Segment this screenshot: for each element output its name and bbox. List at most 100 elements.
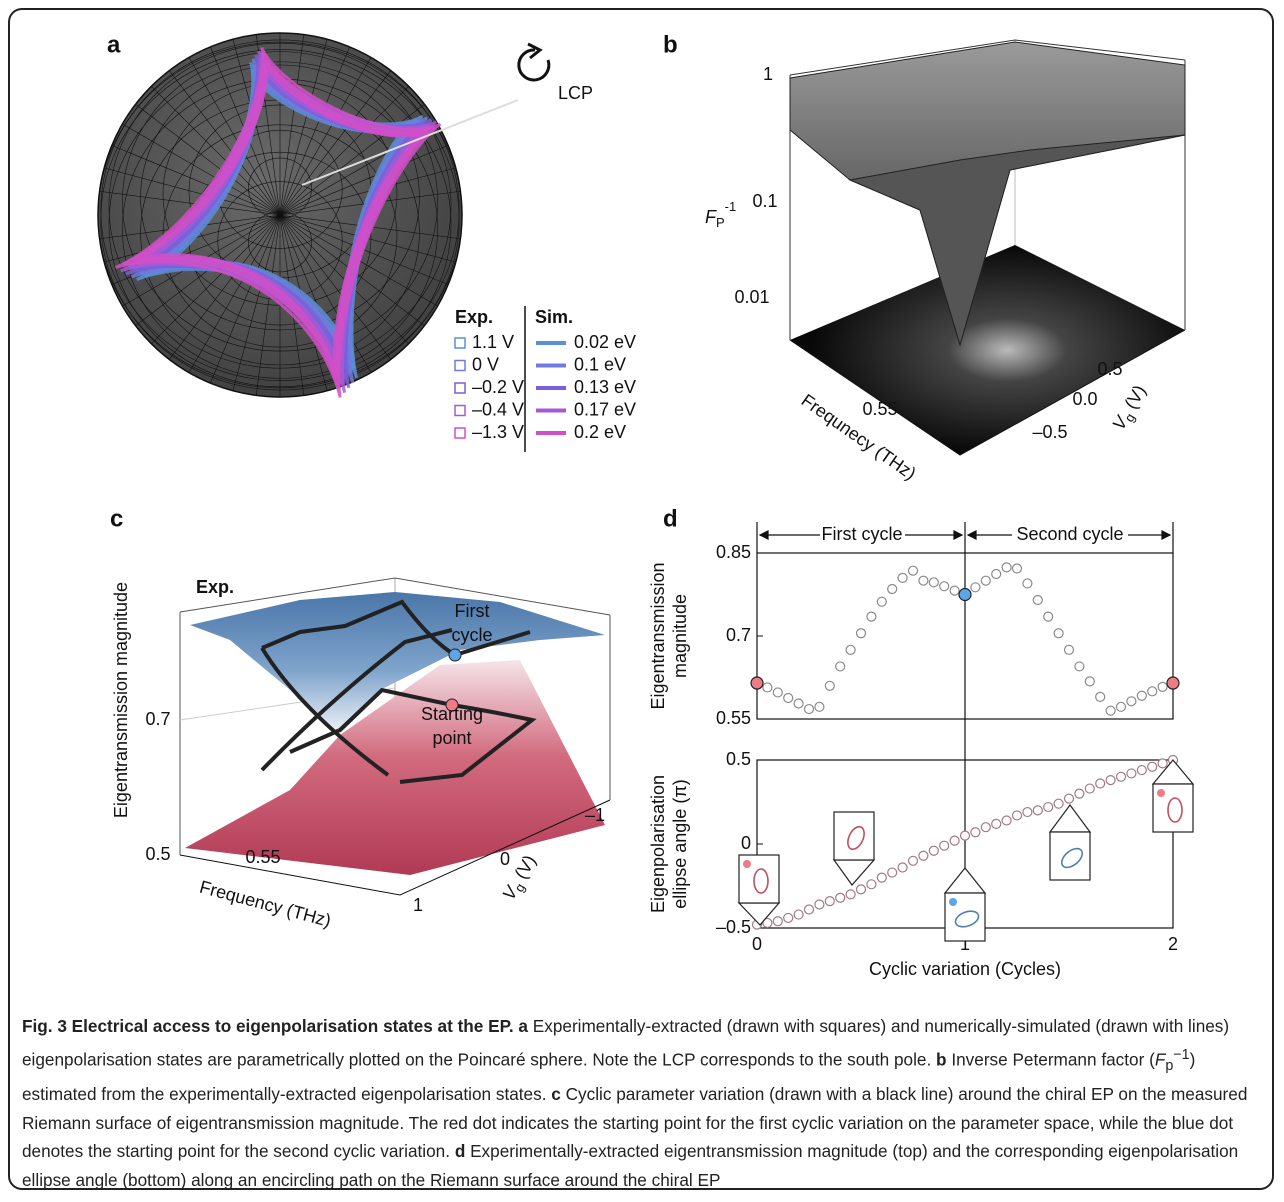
data-point [1033, 806, 1042, 815]
data-point [877, 873, 886, 882]
data-point [794, 910, 803, 919]
data-point [919, 576, 928, 585]
inset-box [1050, 832, 1090, 880]
annotation: First cycle [822, 524, 903, 544]
data-point [1065, 794, 1074, 803]
data-point [929, 578, 938, 587]
data-point [940, 841, 949, 850]
panel-label: c [110, 505, 123, 532]
x-tick-label: 0.55 [862, 399, 897, 419]
data-point [950, 836, 959, 845]
data-point [1158, 682, 1167, 691]
data-point [1085, 677, 1094, 686]
legend-label: –0.2 V [472, 377, 524, 397]
caption: Fig. 3 Electrical access to eigenpolaris… [22, 1012, 1267, 1194]
data-point [877, 597, 886, 606]
data-point [846, 645, 855, 654]
x-tick-label: 2 [1168, 934, 1178, 954]
y-tick-label: 0.7 [726, 625, 751, 645]
annotation: Starting [421, 704, 483, 724]
legend: Exp. Sim. 1.1 V0 V–0.2 V–0.4 V–1.3 V0.02… [455, 306, 636, 452]
y-axis-label-line: Eigenpolarisation [648, 775, 668, 913]
data-point [857, 629, 866, 638]
data-point [1075, 662, 1084, 671]
legend-title: Exp. [455, 307, 493, 327]
data-point [867, 880, 876, 889]
data-point [981, 576, 990, 585]
annotation: LCP [558, 83, 593, 103]
data-point [898, 863, 907, 872]
legend-marker [455, 383, 465, 393]
data-point [1002, 563, 1011, 572]
data-point [815, 900, 824, 909]
data-point [961, 831, 970, 840]
data-point [805, 705, 814, 714]
caption-title: Fig. 3 Electrical access to eigenpolaris… [22, 1016, 514, 1036]
data-point [950, 586, 959, 595]
highlight-point [959, 589, 971, 601]
z-axis-label: FP-1 [705, 199, 736, 230]
annotation: Second cycle [1016, 524, 1123, 544]
panel-label: b [663, 31, 678, 58]
y-tick-label: –1 [585, 805, 605, 825]
annotation: cycle [451, 625, 492, 645]
inset-pointer [1050, 805, 1090, 832]
legend-label: 0.17 eV [574, 399, 636, 419]
legend-title: Sim. [535, 307, 573, 327]
data-point [992, 819, 1001, 828]
y-tick-label: –0.5 [1032, 422, 1067, 442]
data-point [1075, 789, 1084, 798]
y-axis-label-line: ellipse angle (π) [670, 779, 690, 908]
data-point [836, 662, 845, 671]
inset-box [834, 812, 874, 860]
highlight-point [1167, 677, 1179, 689]
data-point [929, 846, 938, 855]
z-tick-label: 0.1 [752, 191, 777, 211]
legend-label: 0 V [472, 354, 499, 374]
y-tick-label: 0 [500, 849, 510, 869]
figure: a LCP Exp. Sim. 1.1 V0 V–0.2 V–0.4 V–1.3… [0, 0, 1284, 1005]
data-point [1148, 687, 1157, 696]
data-point [1023, 808, 1032, 817]
data-point [1127, 769, 1136, 778]
data-point [919, 851, 928, 860]
data-point [1033, 596, 1042, 605]
legend-label: 0.2 eV [574, 422, 626, 442]
data-point [1085, 784, 1094, 793]
annotation: point [432, 728, 471, 748]
inset-dot [1157, 789, 1165, 797]
data-point [825, 897, 834, 906]
data-point [1117, 772, 1126, 781]
data-point [867, 612, 876, 621]
start-dot [449, 649, 461, 661]
y-tick-label: 0.55 [716, 708, 751, 728]
x-axis-label: Cyclic variation (Cycles) [869, 959, 1061, 979]
legend-label: 0.13 eV [574, 377, 636, 397]
data-point [1106, 706, 1115, 715]
data-point [940, 582, 949, 591]
data-point [846, 890, 855, 899]
data-point [1096, 692, 1105, 701]
data-point [1106, 776, 1115, 785]
y-axis-label-line: magnitude [670, 594, 690, 678]
panel-label: d [663, 505, 678, 532]
data-point [1127, 697, 1136, 706]
inset-dot [743, 860, 751, 868]
data-point [805, 905, 814, 914]
panel-label: a [107, 31, 121, 58]
data-point [1023, 579, 1032, 588]
y-tick-label: 1 [413, 895, 423, 915]
legend-marker [455, 428, 465, 438]
page: a LCP Exp. Sim. 1.1 V0 V–0.2 V–0.4 V–1.3… [0, 0, 1284, 1202]
data-point [836, 893, 845, 902]
data-point [857, 885, 866, 894]
x-axis-label: Frequency (THz) [198, 877, 334, 931]
highlight-point [751, 677, 763, 689]
data-point [1013, 564, 1022, 573]
data-point [1044, 803, 1053, 812]
z-tick-label: 0.5 [145, 844, 170, 864]
y-axis-label: Vg (V) [1108, 381, 1153, 435]
data-point [1054, 799, 1063, 808]
z-tick-label: 1 [763, 64, 773, 84]
